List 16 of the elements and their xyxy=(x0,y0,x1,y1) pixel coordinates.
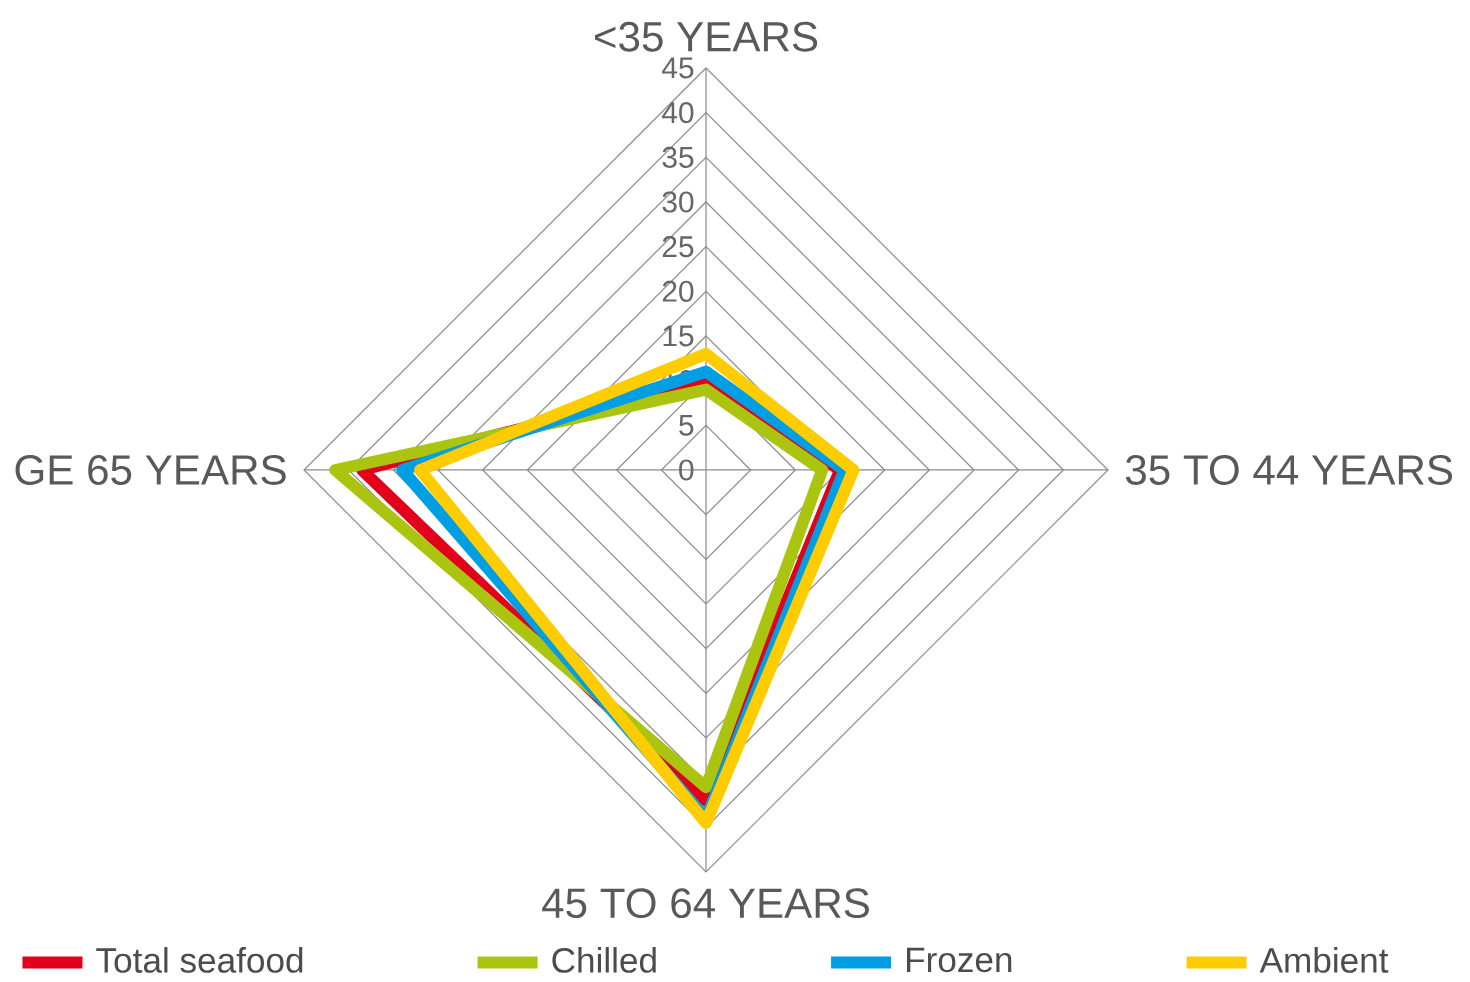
y-tick-label: 25 xyxy=(662,236,694,258)
y-tick-label: 35 xyxy=(662,146,694,168)
legend-label: Chilled xyxy=(552,947,656,973)
y-tick-label: 20 xyxy=(662,280,694,302)
spoke-label: 35 TO 44 YEARS xyxy=(1125,455,1453,485)
y-tick-label: 5 xyxy=(679,414,694,436)
y-tick-label: 40 xyxy=(662,102,694,124)
spoke-label: 45 TO 64 YEARS xyxy=(542,888,869,919)
y-tick-label: 45 xyxy=(662,57,694,79)
spoke-label: GE 65 YEARS xyxy=(15,455,286,485)
legend-label: Total seafood xyxy=(96,947,303,973)
legend-label: Frozen xyxy=(906,947,1012,973)
y-tick-label: 15 xyxy=(663,325,694,347)
y-tick-label: 30 xyxy=(662,191,694,213)
spoke-label: <35 YEARS xyxy=(594,21,818,52)
legend-label: Ambient xyxy=(1259,947,1389,973)
